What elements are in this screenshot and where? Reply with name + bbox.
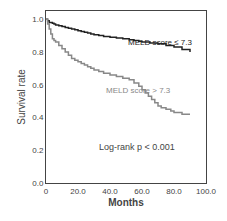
svg-text:1.0: 1.0: [32, 15, 44, 24]
svg-text:0.0: 0.0: [32, 179, 44, 188]
svg-text:0.6: 0.6: [32, 81, 44, 90]
svg-text:0.2: 0.2: [32, 146, 44, 155]
svg-text:100.0: 100.0: [196, 187, 217, 196]
svg-text:40.0: 40.0: [102, 187, 118, 196]
svg-text:0: 0: [44, 187, 49, 196]
svg-text:Months: Months: [108, 197, 144, 208]
svg-text:Log-rank p < 0.001: Log-rank p < 0.001: [99, 142, 175, 152]
svg-text:0.4: 0.4: [32, 113, 44, 122]
svg-text:80.0: 80.0: [166, 187, 182, 196]
svg-text:MELD score > 7.3: MELD score > 7.3: [106, 86, 171, 95]
svg-text:20.0: 20.0: [70, 187, 86, 196]
svg-text:Survival rate: Survival rate: [16, 69, 27, 125]
svg-text:0.8: 0.8: [32, 48, 44, 57]
svg-text:60.0: 60.0: [134, 187, 150, 196]
svg-text:MELD score ≤ 7.3: MELD score ≤ 7.3: [128, 38, 193, 47]
